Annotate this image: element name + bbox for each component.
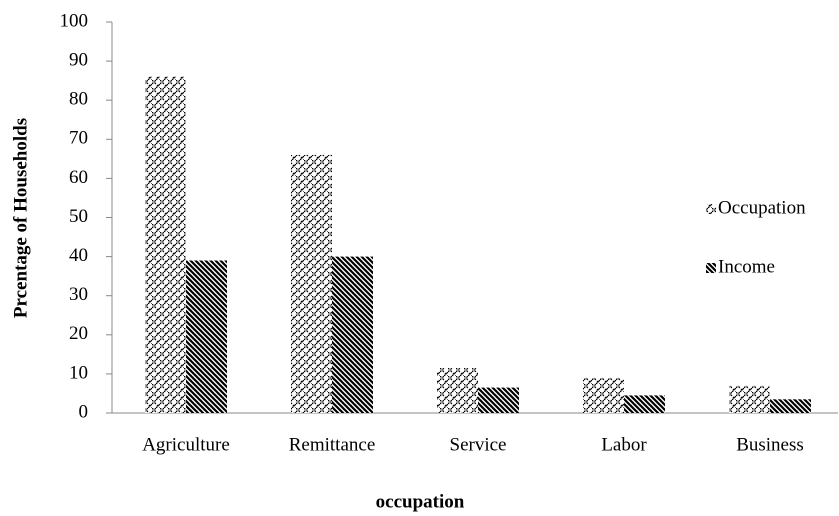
x-tick-label: Labor	[601, 434, 647, 455]
x-tick-label: Service	[450, 434, 507, 455]
y-tick-label: 80	[69, 89, 88, 110]
legend-label: Occupation	[718, 197, 806, 218]
bar	[332, 256, 373, 413]
y-tick-label: 20	[69, 323, 88, 344]
y-tick-label: 40	[69, 245, 88, 266]
bar	[583, 377, 624, 413]
legend-label: Income	[718, 256, 775, 277]
y-tick-label: 50	[69, 206, 88, 227]
bar	[437, 368, 478, 413]
x-tick-label: Business	[736, 434, 804, 455]
bar	[624, 395, 665, 413]
y-tick-label: 30	[69, 284, 88, 305]
y-tick-label: 90	[69, 49, 88, 70]
y-tick-label: 100	[60, 10, 89, 31]
y-tick-label: 10	[69, 362, 88, 383]
x-axis-label: occupation	[376, 491, 465, 512]
x-tick-label: Agriculture	[142, 434, 230, 455]
bar	[770, 399, 811, 413]
y-tick-label: 70	[69, 128, 88, 149]
bar	[291, 154, 332, 413]
y-tick-label: 60	[69, 167, 88, 188]
bar	[478, 387, 519, 413]
y-axis-label: Prcentage of Households	[10, 118, 31, 318]
legend-swatch	[706, 263, 716, 273]
legend-swatch	[706, 204, 716, 214]
bar	[729, 385, 770, 413]
x-tick-label: Remittance	[289, 434, 376, 455]
bar	[186, 260, 227, 413]
bar	[145, 76, 186, 414]
y-tick-label: 0	[79, 401, 89, 422]
